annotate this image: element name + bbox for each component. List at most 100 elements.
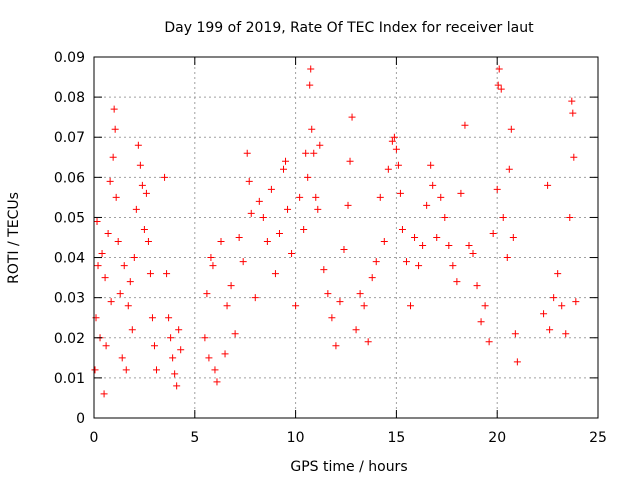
data-point	[572, 298, 580, 306]
data-point	[114, 238, 122, 246]
y-tick-label: 0	[76, 411, 85, 427]
data-point	[396, 189, 404, 197]
data-point	[312, 193, 320, 201]
data-point	[437, 193, 445, 201]
data-point	[415, 262, 423, 270]
data-point	[130, 254, 138, 262]
data-point	[227, 282, 235, 290]
data-point	[271, 270, 279, 278]
data-point	[259, 213, 267, 221]
axis-ticks: 0 0.01 0.02 0.03 0.04 0.05 0.06 0.07 0.08 0.09 0 5 1…	[54, 50, 607, 446]
data-point	[173, 382, 181, 390]
data-point	[118, 354, 126, 362]
data-point	[165, 314, 173, 322]
data-point	[390, 133, 398, 141]
data-points	[91, 65, 580, 398]
data-point	[288, 250, 296, 258]
data-point	[124, 302, 132, 310]
data-point	[177, 346, 185, 354]
data-point	[209, 262, 217, 270]
data-point	[169, 354, 177, 362]
data-point	[398, 225, 406, 233]
y-axis-label: ROTI / TECUs	[6, 192, 22, 284]
data-point	[284, 205, 292, 213]
data-point	[267, 185, 275, 193]
data-point	[275, 229, 283, 237]
data-point	[263, 238, 271, 246]
y-tick-label: 0.05	[54, 210, 85, 226]
data-point	[550, 294, 558, 302]
data-point	[142, 189, 150, 197]
data-point	[304, 173, 312, 181]
data-point	[132, 205, 140, 213]
data-point	[494, 81, 502, 89]
data-point	[540, 310, 548, 318]
data-point	[394, 161, 402, 169]
data-point	[306, 81, 314, 89]
data-point	[280, 165, 288, 173]
data-point	[364, 338, 372, 346]
data-point	[126, 278, 134, 286]
data-point	[513, 358, 521, 366]
x-tick-label: 25	[589, 430, 607, 446]
data-point	[251, 294, 259, 302]
data-point	[221, 350, 229, 358]
data-point	[122, 366, 130, 374]
data-point	[213, 378, 221, 386]
data-point	[566, 213, 574, 221]
data-point	[568, 97, 576, 105]
data-point	[314, 205, 322, 213]
data-point	[138, 181, 146, 189]
data-point	[94, 262, 102, 270]
data-point	[104, 229, 112, 237]
data-point	[419, 242, 427, 250]
data-point	[372, 258, 380, 266]
data-point	[223, 302, 231, 310]
data-point	[546, 326, 554, 334]
chart-title: Day 199 of 2019, Rate Of TEC Index for r…	[164, 20, 534, 36]
data-point	[106, 177, 114, 185]
data-point	[324, 290, 332, 298]
data-point	[493, 185, 501, 193]
data-point	[134, 141, 142, 149]
data-point	[507, 125, 515, 133]
data-point	[368, 274, 376, 282]
data-point	[380, 238, 388, 246]
data-point	[497, 85, 505, 93]
data-point	[150, 342, 158, 350]
data-point	[109, 153, 117, 161]
data-point	[388, 137, 396, 145]
y-tick-label: 0.07	[54, 130, 85, 146]
y-tick-label: 0.04	[54, 251, 85, 267]
data-point	[558, 302, 566, 310]
data-point	[171, 370, 179, 378]
data-point	[481, 302, 489, 310]
data-point	[91, 366, 99, 374]
data-point	[205, 354, 213, 362]
data-point	[308, 125, 316, 133]
data-point	[302, 149, 310, 157]
data-point	[485, 338, 493, 346]
data-point	[346, 157, 354, 165]
data-point	[217, 238, 225, 246]
grid-lines	[94, 57, 598, 418]
data-point	[255, 197, 263, 205]
data-point	[100, 390, 108, 398]
data-point	[344, 201, 352, 209]
data-point	[307, 65, 315, 73]
data-point	[392, 145, 400, 153]
data-point	[505, 165, 513, 173]
data-point	[112, 193, 120, 201]
x-tick-label: 20	[488, 430, 506, 446]
data-point	[352, 326, 360, 334]
data-point	[449, 262, 457, 270]
data-point	[239, 258, 247, 266]
data-point	[495, 65, 503, 73]
data-point	[175, 326, 183, 334]
data-point	[407, 302, 415, 310]
data-point	[93, 217, 101, 225]
data-point	[441, 213, 449, 221]
data-point	[511, 330, 519, 338]
data-point	[140, 225, 148, 233]
